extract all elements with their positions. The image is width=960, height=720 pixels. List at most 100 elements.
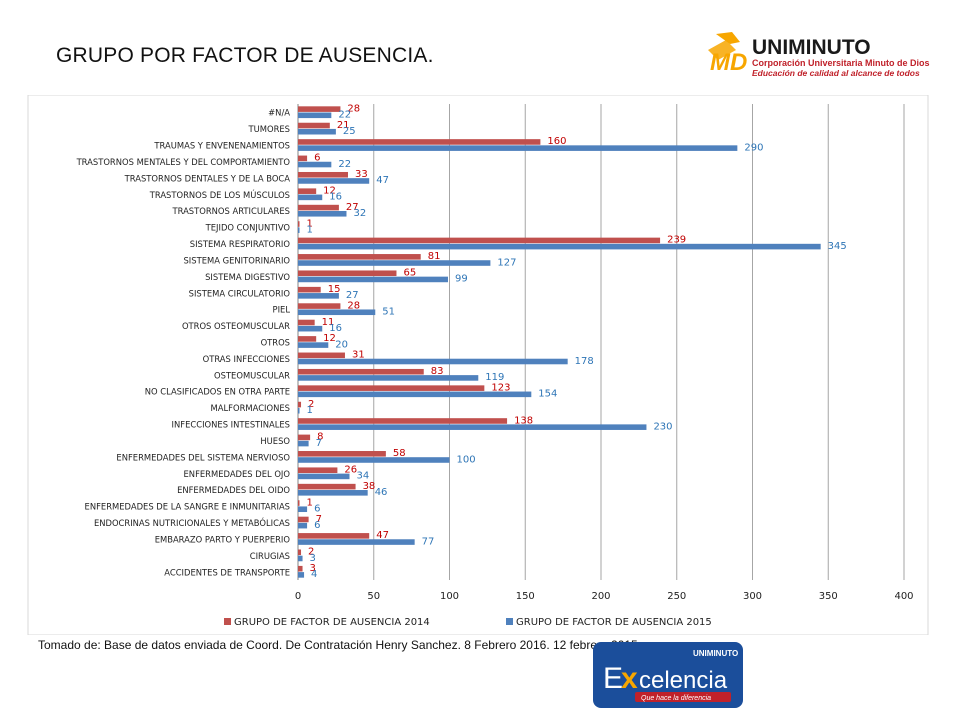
category-label: ENFERMEDADES DEL OJO xyxy=(184,469,291,479)
bar-2014 xyxy=(298,188,317,194)
data-label-2015: 119 xyxy=(485,372,504,383)
data-label-2014: 58 xyxy=(393,448,406,459)
category-label: OTROS xyxy=(261,338,290,348)
bar-2014 xyxy=(298,122,330,129)
data-label-2014: 6 xyxy=(314,153,320,164)
data-label-2014: 1 xyxy=(307,497,313,508)
excelencia-tagline-bar xyxy=(635,692,731,702)
bar-2014 xyxy=(298,106,341,112)
bar-2014 xyxy=(298,270,397,277)
category-label: PIEL xyxy=(273,305,291,315)
bar-2015 xyxy=(298,112,332,119)
bar-2014 xyxy=(298,368,424,375)
data-label-2015: 100 xyxy=(457,454,476,465)
category-label: OSTEOMUSCULAR xyxy=(214,370,290,380)
data-label-2015: 230 xyxy=(653,421,672,432)
bar-2015 xyxy=(298,407,300,414)
bar-2014 xyxy=(298,467,338,474)
data-label-2015: 1 xyxy=(307,224,313,235)
logo-mark-icon: MD xyxy=(708,32,747,76)
bar-2014 xyxy=(298,303,341,309)
data-label-2014: 12 xyxy=(323,185,336,196)
data-label-2014: 15 xyxy=(328,284,341,295)
category-label: TRASTORNOS MENTALES Y DEL COMPORTAMIENTO xyxy=(76,157,291,167)
bar-2014 xyxy=(298,483,356,490)
data-label-2015: 27 xyxy=(346,290,359,301)
data-label-2015: 20 xyxy=(335,339,348,350)
category-label: SISTEMA CIRCULATORIO xyxy=(189,288,291,298)
data-label-2015: 22 xyxy=(338,159,351,170)
data-label-2014: 123 xyxy=(491,382,510,393)
excelencia-rest: celencia xyxy=(639,667,728,694)
data-label-2015: 6 xyxy=(314,520,320,531)
data-label-2015: 16 xyxy=(329,192,342,203)
category-label: MALFORMACIONES xyxy=(211,403,290,413)
data-label-2014: 239 xyxy=(667,235,686,246)
data-label-2015: 77 xyxy=(422,536,435,547)
legend-2015-swatch xyxy=(506,618,513,625)
bar-2014 xyxy=(298,319,315,326)
data-label-2015: 22 xyxy=(338,110,351,121)
bar-2015 xyxy=(298,293,339,299)
logo-name: UNIMINUTO xyxy=(752,36,871,59)
x-tick-label: 250 xyxy=(667,591,686,602)
bar-2015 xyxy=(298,178,370,184)
bar-2014 xyxy=(298,171,348,178)
bar-2014 xyxy=(298,286,321,293)
bar-2015 xyxy=(298,490,368,496)
bar-2015 xyxy=(298,358,568,365)
bar-2015 xyxy=(298,375,479,381)
x-tick-label: 100 xyxy=(440,591,459,602)
bar-2015 xyxy=(298,424,647,430)
data-label-2015: 154 xyxy=(538,389,557,400)
excelencia-e: E xyxy=(603,662,623,695)
data-label-2015: 46 xyxy=(375,487,388,498)
category-label: OTROS OSTEOMUSCULAR xyxy=(182,321,290,331)
logo-mark: MD xyxy=(710,49,747,76)
category-label: TRASTORNOS ARTICULARES xyxy=(171,206,290,216)
bar-2015 xyxy=(298,539,415,545)
x-tick-label: 300 xyxy=(743,591,762,602)
category-label: ACCIDENTES DE TRANSPORTE xyxy=(164,567,290,577)
data-label-2014: 27 xyxy=(346,202,359,213)
data-label-2015: 178 xyxy=(575,356,594,367)
x-tick-label: 350 xyxy=(819,591,838,602)
data-label-2014: 1 xyxy=(307,218,313,229)
uniminuto-logo: MD UNIMINUTO Corporación Universitaria M… xyxy=(708,32,930,78)
data-label-2014: 33 xyxy=(355,169,368,180)
data-label-2015: 7 xyxy=(316,438,322,449)
category-label: ENFERMEDADES DEL OIDO xyxy=(177,485,290,495)
data-label-2015: 47 xyxy=(376,175,389,186)
category-label: TUMORES xyxy=(248,124,291,134)
excelencia-badge xyxy=(593,642,743,708)
category-label: OTRAS INFECCIONES xyxy=(203,354,290,364)
data-label-2014: 21 xyxy=(337,120,350,131)
data-label-2014: 8 xyxy=(317,432,323,443)
data-label-2014: 28 xyxy=(347,103,360,114)
data-label-2014: 7 xyxy=(316,514,322,525)
bar-2015 xyxy=(298,555,303,562)
category-label: HUESO xyxy=(260,436,290,446)
data-label-2014: 138 xyxy=(514,415,533,426)
data-label-2015: 32 xyxy=(353,208,366,219)
excelencia-x: x xyxy=(621,662,638,695)
category-label: SISTEMA DIGESTIVO xyxy=(205,272,290,282)
bar-2015 xyxy=(298,128,336,135)
data-label-2014: 47 xyxy=(376,530,389,541)
bar-2014 xyxy=(298,549,302,556)
category-label: INFECCIONES INTESTINALES xyxy=(172,420,290,430)
category-label: NO CLASIFICADOS EN OTRA PARTE xyxy=(145,387,290,397)
data-label-2015: 25 xyxy=(343,126,356,137)
bar-2015 xyxy=(298,210,347,217)
category-label: SISTEMA RESPIRATORIO xyxy=(190,239,291,249)
x-tick-label: 0 xyxy=(295,591,301,602)
category-label: ENFERMEDADES DEL SISTEMA NERVIOSO xyxy=(116,452,290,462)
bar-2014 xyxy=(298,139,541,145)
x-tick-label: 400 xyxy=(894,591,913,602)
bar-2014 xyxy=(298,516,309,523)
logo-line-1: Corporación Universitaria Minuto de Dios xyxy=(752,58,930,68)
category-label: #N/A xyxy=(268,108,290,118)
bar-2015 xyxy=(298,506,308,513)
bar-2015 xyxy=(298,243,821,250)
data-label-2014: 3 xyxy=(310,563,316,574)
